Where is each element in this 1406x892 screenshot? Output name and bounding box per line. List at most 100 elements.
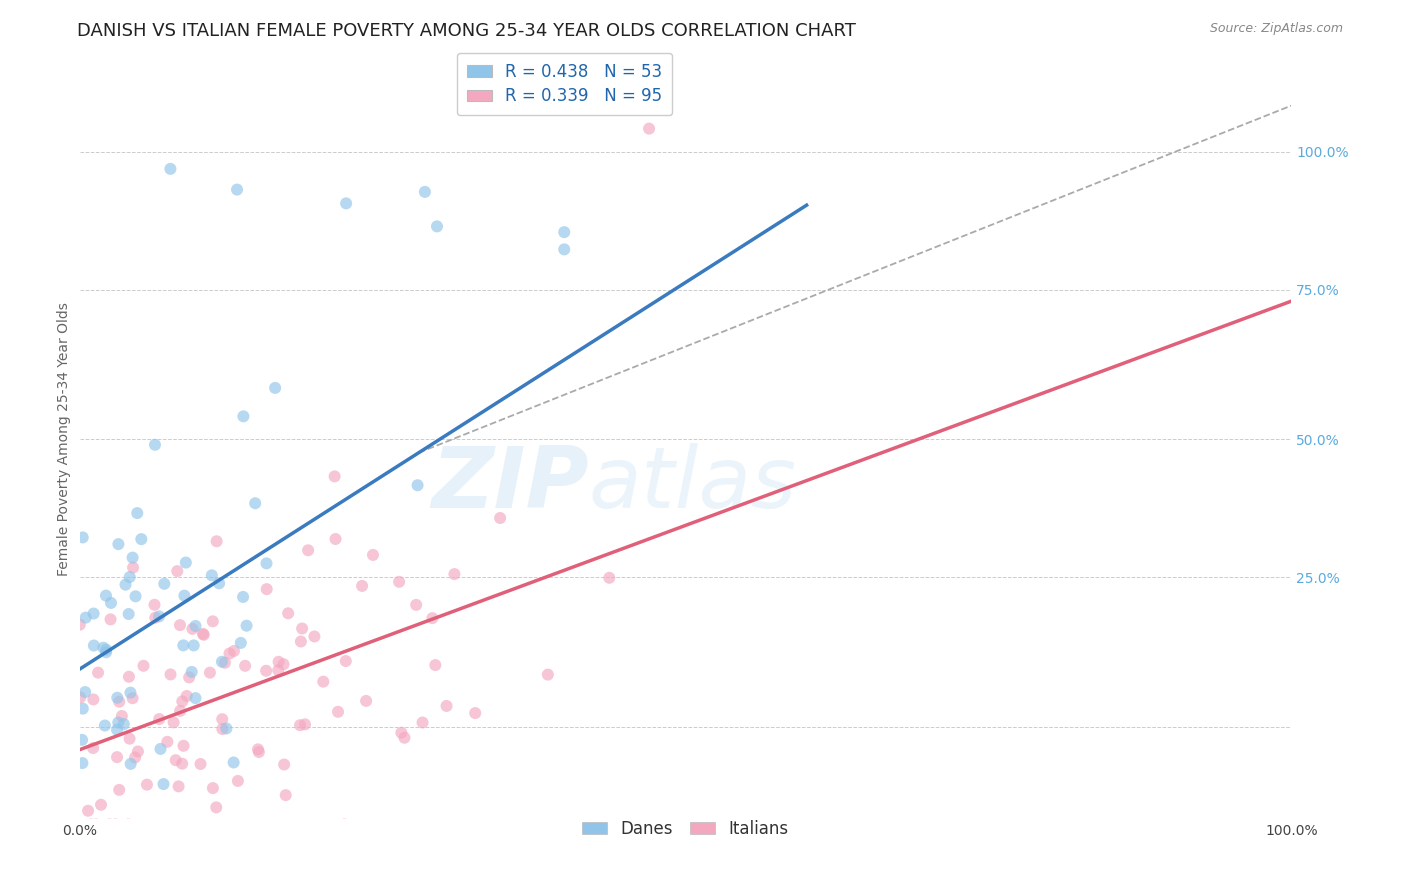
Danes <box>100 596 122 610</box>
Y-axis label: Female Poverty Among 25-34 Year Olds: Female Poverty Among 25-34 Year Olds <box>58 302 72 576</box>
Italians <box>193 628 215 642</box>
Danes <box>226 183 249 197</box>
Italians <box>87 665 110 680</box>
Italians <box>179 670 201 684</box>
Danes <box>94 589 117 603</box>
Danes <box>229 636 252 650</box>
Danes <box>96 642 118 657</box>
Italians <box>388 574 411 589</box>
Danes <box>107 715 129 730</box>
Danes <box>124 590 146 604</box>
Danes <box>172 639 194 653</box>
Italians <box>169 704 191 718</box>
Danes <box>120 686 142 700</box>
Italians <box>143 598 166 612</box>
Italians <box>69 617 91 632</box>
Italians <box>136 778 159 792</box>
Italians <box>108 783 131 797</box>
Italians <box>214 656 236 670</box>
Danes <box>413 185 436 199</box>
Italians <box>352 579 374 593</box>
Danes <box>235 618 257 632</box>
Italians <box>84 817 107 831</box>
Italians <box>323 469 346 483</box>
Danes <box>153 576 176 591</box>
Italians <box>127 744 149 758</box>
Italians <box>118 670 141 684</box>
Danes <box>553 243 575 257</box>
Italians <box>173 739 195 753</box>
Danes <box>184 691 207 706</box>
Italians <box>117 817 139 831</box>
Danes <box>112 717 135 731</box>
Italians <box>326 705 349 719</box>
Italians <box>274 788 297 802</box>
Italians <box>205 800 228 814</box>
Danes <box>114 577 136 591</box>
Italians <box>100 612 122 626</box>
Italians <box>361 548 384 562</box>
Italians <box>166 564 188 578</box>
Italians <box>425 658 447 673</box>
Italians <box>165 753 187 767</box>
Italians <box>222 644 245 658</box>
Danes <box>105 690 128 705</box>
Danes <box>120 756 142 771</box>
Italians <box>132 658 155 673</box>
Italians <box>638 121 661 136</box>
Danes <box>232 590 254 604</box>
Italians <box>211 722 233 736</box>
Italians <box>172 694 194 708</box>
Italians <box>143 610 166 624</box>
Danes <box>75 610 97 624</box>
Italians <box>82 741 104 756</box>
Danes <box>174 556 197 570</box>
Italians <box>443 567 465 582</box>
Italians <box>247 745 270 759</box>
Italians <box>69 690 91 705</box>
Italians <box>198 665 221 680</box>
Danes <box>406 478 429 492</box>
Italians <box>288 718 311 732</box>
Danes <box>152 777 174 791</box>
Italians <box>312 674 335 689</box>
Italians <box>124 750 146 764</box>
Danes <box>222 756 245 770</box>
Italians <box>122 560 145 574</box>
Danes <box>83 639 105 653</box>
Danes <box>72 701 94 715</box>
Italians <box>181 622 204 636</box>
Danes <box>70 732 93 747</box>
Italians <box>90 797 112 812</box>
Italians <box>162 715 184 730</box>
Italians <box>205 534 228 549</box>
Italians <box>256 582 278 596</box>
Italians <box>489 511 512 525</box>
Italians <box>412 715 434 730</box>
Italians <box>211 712 233 726</box>
Italians <box>108 695 131 709</box>
Danes <box>94 718 117 732</box>
Italians <box>105 750 128 764</box>
Italians <box>191 627 214 641</box>
Danes <box>127 506 149 520</box>
Italians <box>405 598 427 612</box>
Danes <box>335 196 357 211</box>
Italians <box>389 725 412 739</box>
Italians <box>537 667 560 681</box>
Danes <box>131 532 153 546</box>
Danes <box>211 655 233 669</box>
Danes <box>107 537 129 551</box>
Italians <box>247 742 270 756</box>
Danes <box>83 607 105 621</box>
Italians <box>304 630 326 644</box>
Danes <box>118 607 141 621</box>
Danes <box>208 576 231 591</box>
Italians <box>190 757 212 772</box>
Text: ZIP: ZIP <box>430 443 589 526</box>
Italians <box>148 712 170 726</box>
Italians <box>169 618 191 632</box>
Italians <box>598 571 620 585</box>
Italians <box>77 804 100 818</box>
Italians <box>436 698 458 713</box>
